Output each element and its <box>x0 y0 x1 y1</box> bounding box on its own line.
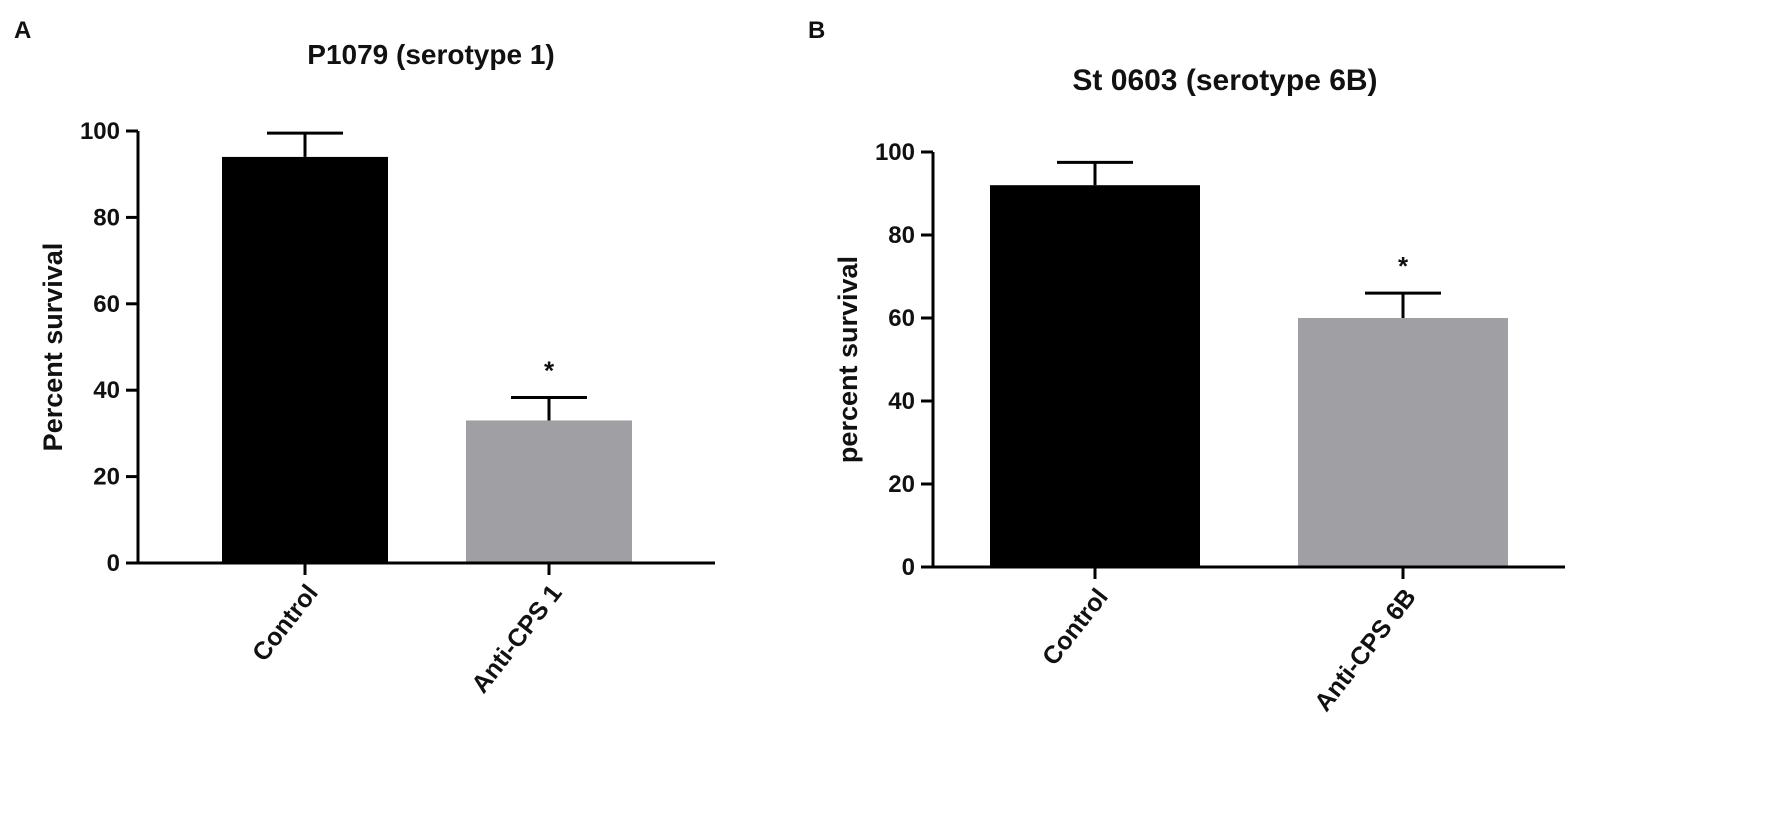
x-tick-label: Anti-CPS 1 <box>466 579 568 698</box>
bar <box>466 420 632 563</box>
y-tick-label: 40 <box>93 377 120 404</box>
error-bar <box>1057 160 1133 186</box>
chart-title: P1079 (serotype 1) <box>307 39 554 70</box>
panel-label: A <box>14 17 31 44</box>
error-bar <box>267 131 343 157</box>
y-tick-label: 80 <box>888 222 915 249</box>
y-tick-label: 0 <box>902 554 915 581</box>
y-tick-label: 60 <box>888 305 915 332</box>
y-axis-label: Percent survival <box>38 243 68 452</box>
significance-marker: * <box>544 356 555 386</box>
y-tick-label: 60 <box>93 291 120 318</box>
x-tick-label: Control <box>247 579 324 666</box>
y-tick-label: 20 <box>888 471 915 498</box>
significance-marker: * <box>1398 251 1409 281</box>
y-tick-label: 40 <box>888 388 915 415</box>
bar <box>222 156 388 564</box>
y-tick-label: 0 <box>107 550 120 577</box>
x-tick-label: Control <box>1037 583 1114 670</box>
bar <box>1298 318 1508 567</box>
y-tick-label: 80 <box>93 204 120 231</box>
bar <box>990 185 1200 567</box>
chart-title: St 0603 (serotype 6B) <box>1072 64 1377 97</box>
y-tick-label: 100 <box>80 118 120 145</box>
panel-label: B <box>808 17 825 44</box>
y-tick-label: 100 <box>875 139 915 166</box>
error-bar <box>1365 291 1441 318</box>
y-tick-label: 20 <box>93 464 120 491</box>
y-axis-label: percent survival <box>833 256 863 463</box>
error-bar <box>511 396 587 421</box>
x-tick-label: Anti-CPS 6B <box>1309 583 1422 716</box>
